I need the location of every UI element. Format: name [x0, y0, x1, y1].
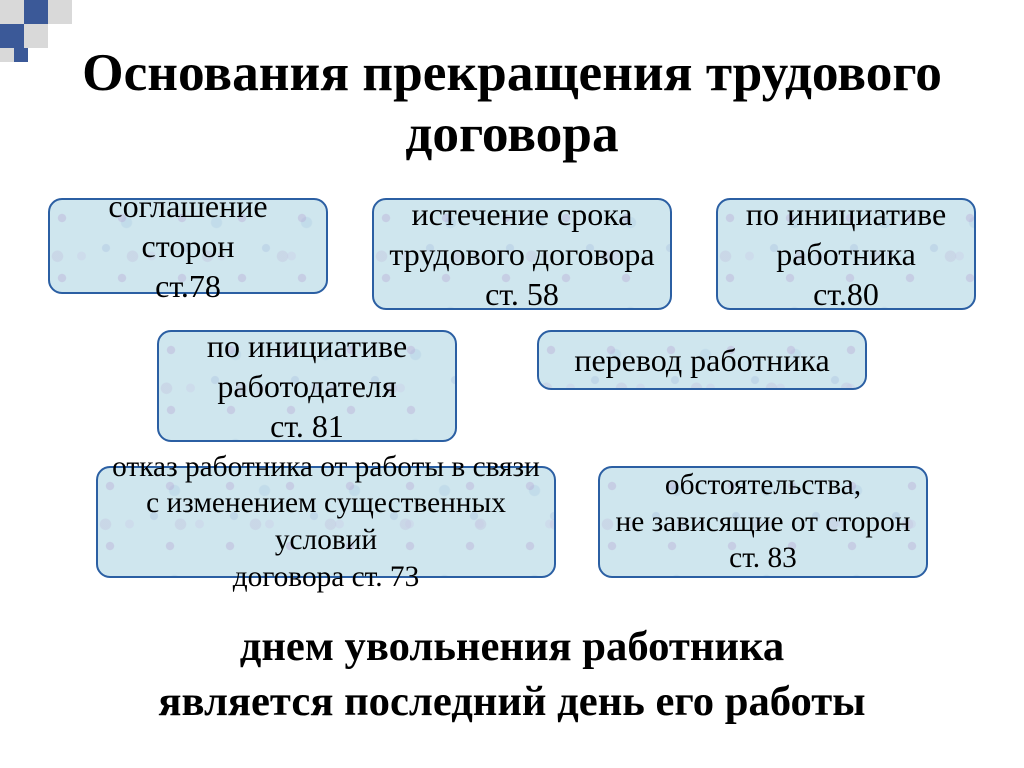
grounds-box: отказ работника от работы в связис измен… — [96, 466, 556, 578]
corner-square — [48, 0, 72, 24]
page-title: Основания прекращения трудового договора — [0, 42, 1024, 165]
footer-note: днем увольнения работникаявляется послед… — [0, 620, 1024, 729]
grounds-row-2: по инициативеработодателяст. 81 перевод р… — [0, 330, 1024, 442]
grounds-box: обстоятельства,не зависящие от сторонст.… — [598, 466, 928, 578]
grounds-box: по инициативеработникаст.80 — [716, 198, 976, 310]
grounds-box: соглашение сторонст.78 — [48, 198, 328, 294]
corner-square — [0, 0, 24, 24]
grounds-row-3: отказ работника от работы в связис измен… — [0, 466, 1024, 578]
corner-square — [24, 0, 48, 24]
grounds-box: перевод работника — [537, 330, 867, 390]
grounds-box: по инициативеработодателяст. 81 — [157, 330, 457, 442]
grounds-row-1: соглашение сторонст.78 истечение срокатру… — [0, 198, 1024, 310]
grounds-box: истечение срокатрудового договораст. 58 — [372, 198, 672, 310]
